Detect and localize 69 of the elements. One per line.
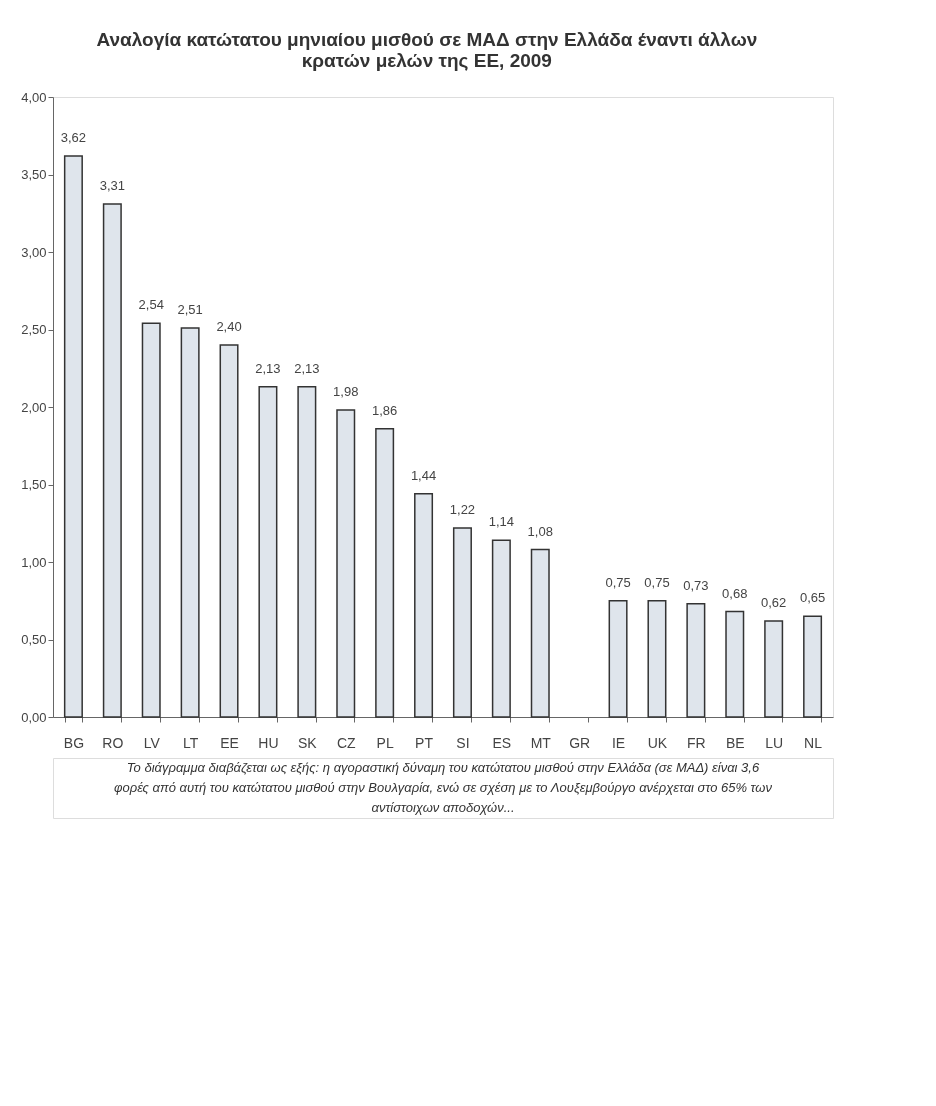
x-tick-label: NL	[804, 734, 823, 751]
x-tick-label: CZ	[336, 734, 357, 751]
x-tick-label: MT	[530, 734, 552, 751]
data-label: 1,14	[488, 514, 515, 530]
data-label: 0,75	[605, 574, 631, 590]
bar	[375, 427, 395, 718]
x-tick-label: PT	[415, 734, 434, 751]
data-label: 1,86	[371, 402, 398, 418]
bar	[647, 600, 667, 718]
x-tick-label: FR	[687, 734, 706, 751]
x-tick-label: LU	[765, 734, 784, 751]
y-tick-label: 3,50	[21, 167, 47, 182]
bar	[219, 344, 239, 718]
x-tick-label: SI	[456, 734, 470, 751]
bar	[141, 322, 161, 718]
x-tick-label: BE	[725, 734, 745, 751]
data-label: 0,62	[761, 594, 787, 610]
data-label: 0,68	[722, 585, 748, 601]
y-tick-label: 0,50	[21, 632, 47, 647]
x-tick-label: HU	[258, 734, 279, 751]
data-label: 1,98	[333, 384, 359, 400]
data-label: 1,08	[527, 523, 553, 539]
bar	[452, 527, 472, 718]
bar	[491, 539, 511, 718]
x-tick-label: LV	[143, 734, 161, 751]
x-tick-label: SK	[298, 734, 318, 751]
bar	[297, 386, 317, 718]
data-label: 2,54	[138, 297, 164, 313]
bar	[608, 600, 628, 718]
bar	[336, 409, 356, 718]
bar	[102, 203, 122, 718]
data-label: 0,75	[644, 574, 670, 590]
bar	[764, 620, 784, 718]
y-tick-label: 1,00	[21, 554, 47, 570]
bar	[414, 493, 434, 718]
x-tick-label: IE	[611, 734, 626, 751]
data-label: 1,44	[410, 467, 437, 483]
x-tick-label: EE	[220, 734, 239, 751]
bar	[63, 155, 83, 718]
x-tick-label: ES	[492, 734, 512, 751]
data-label: 3,31	[99, 177, 125, 193]
y-tick-label: 2,00	[21, 399, 47, 415]
bar	[258, 386, 278, 718]
bar	[803, 615, 823, 718]
x-tick-label: RO	[102, 734, 124, 751]
bar	[725, 610, 745, 718]
y-tick-label: 2,50	[21, 322, 47, 337]
bar	[530, 548, 550, 718]
x-tick-label: LT	[182, 734, 199, 751]
chart-title: Αναλογία κατώτατου μηνιαίου μισθού σε ΜΑΔ στην Ελλάδα έναντι άλλων κρατών μελών της ΕΕ, 2009	[96, 28, 758, 71]
y-tick-label: 3,00	[21, 244, 47, 260]
text: Το διάγραμμα διαβάζεται ως εξής: η αγοραστική δύναμη του κατώτατου μισθού στην Ελλάδα (σε ΜΑΔ) είναι 3,6 φορές από αυτή του κατώτατου μισθού στην Βουλγαρία, ενώ σε σχέση με το Λουξεμβούργο ανέρχεται στο 65% των αντίστοιχων αποδοχών...	[114, 760, 773, 815]
x-tick-label: UK	[647, 734, 668, 751]
data-label: 3,62	[60, 129, 87, 145]
data-label: 1,22	[449, 501, 476, 517]
bar	[180, 327, 200, 718]
y-tick-label: 0,00	[21, 709, 47, 725]
x-tick-label: GR	[569, 734, 591, 751]
x-tick-label: PL	[376, 734, 394, 751]
y-tick-label: 4,00	[21, 89, 47, 105]
data-label: 0,65	[799, 590, 826, 606]
x-tick-label: BG	[63, 734, 85, 751]
data-label: 2,40	[216, 319, 242, 334]
data-label: 2,13	[255, 360, 281, 376]
data-label: 2,51	[177, 301, 203, 317]
data-label: 2,13	[294, 360, 320, 376]
y-tick-label: 1,50	[21, 477, 47, 492]
data-label: 0,73	[683, 577, 709, 593]
bar	[686, 603, 706, 718]
